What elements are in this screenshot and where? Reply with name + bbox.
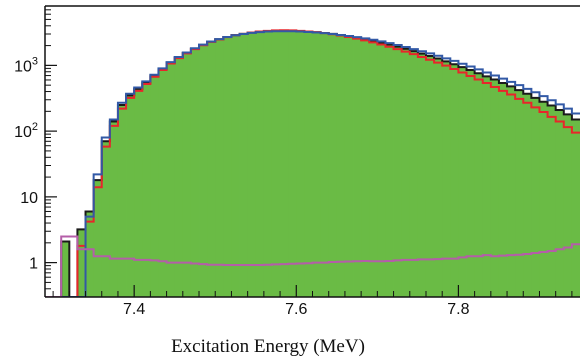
bin-29 <box>280 30 289 297</box>
x-tick-label-0: 7.4 <box>123 301 145 318</box>
bin-17 <box>182 52 192 297</box>
bin-46 <box>417 53 427 297</box>
bin-21 <box>215 39 224 297</box>
bin-28 <box>271 30 281 297</box>
bin-51 <box>458 67 467 297</box>
bin-63 <box>555 109 565 297</box>
bin-37 <box>344 36 354 297</box>
bin-22 <box>223 37 232 297</box>
bin-5 <box>85 211 95 297</box>
series-line-4 <box>45 235 580 297</box>
bin-11 <box>134 88 143 297</box>
series-3 <box>45 30 580 297</box>
bin-23 <box>231 35 240 297</box>
y-tick-label-1: 10 <box>20 190 38 207</box>
series-line-3 <box>45 30 580 297</box>
bin-35 <box>328 33 338 297</box>
y-tick-label-2: 102 <box>14 121 38 141</box>
bin-58 <box>515 90 524 297</box>
x-tick-label-1: 7.6 <box>285 301 307 318</box>
bin-56 <box>498 82 508 297</box>
bin-38 <box>353 37 362 297</box>
bin-8 <box>109 121 119 297</box>
bin-52 <box>466 70 476 297</box>
bin-39 <box>361 39 370 297</box>
bin-18 <box>190 48 200 297</box>
bin-12 <box>142 82 151 297</box>
bin-64 <box>563 114 573 297</box>
bin-33 <box>312 32 322 297</box>
bin-20 <box>207 41 216 297</box>
x-tick-label-2: 7.8 <box>447 301 469 318</box>
bin-15 <box>166 62 176 297</box>
bin-26 <box>255 31 265 297</box>
bin-24 <box>239 33 249 297</box>
bin-16 <box>174 57 184 297</box>
y-tick-label-3: 103 <box>14 55 38 75</box>
bin-40 <box>369 40 378 297</box>
series-4 <box>45 235 580 297</box>
bin-49 <box>442 61 451 297</box>
bin-10 <box>126 95 135 297</box>
y-tick-label-0: 1 <box>29 256 38 273</box>
bin-13 <box>150 75 159 297</box>
bin-19 <box>199 44 208 297</box>
bin-62 <box>547 105 557 297</box>
bin-36 <box>336 34 346 297</box>
bin-55 <box>490 79 500 297</box>
bin-59 <box>523 93 532 297</box>
bin-54 <box>482 76 492 297</box>
bin-7 <box>101 141 111 297</box>
bin-9 <box>117 104 127 297</box>
bin-61 <box>539 101 548 297</box>
bin-31 <box>296 31 305 297</box>
y-axis: 1 10 102 103 <box>14 5 57 298</box>
bin-34 <box>320 32 330 297</box>
bin-14 <box>158 69 167 297</box>
series-0 <box>61 30 580 297</box>
x-axis-title: Excitation Energy (MeV) <box>171 336 365 357</box>
bin-30 <box>288 30 297 297</box>
x-axis: 7.4 7.6 7.8 <box>52 285 573 318</box>
bin-53 <box>474 73 484 297</box>
bin-4 <box>77 229 86 297</box>
bin-25 <box>247 32 257 297</box>
bin-60 <box>531 97 540 297</box>
bin-44 <box>401 48 411 297</box>
bin-42 <box>385 44 394 297</box>
bin-32 <box>304 31 313 297</box>
bin-48 <box>434 58 443 297</box>
plot-area <box>45 29 580 297</box>
bin-65 <box>571 119 580 297</box>
bin-50 <box>450 64 459 297</box>
bin-41 <box>377 42 386 297</box>
bin-45 <box>409 51 419 297</box>
bin-57 <box>507 86 516 297</box>
bin-27 <box>263 31 273 297</box>
bin-6 <box>93 180 103 297</box>
bin-43 <box>393 46 403 297</box>
bin-2 <box>61 241 70 297</box>
bin-47 <box>425 55 435 297</box>
